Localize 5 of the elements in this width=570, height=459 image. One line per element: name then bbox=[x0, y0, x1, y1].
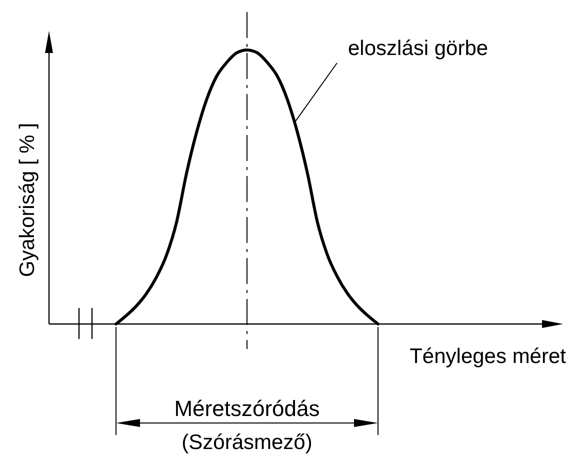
y-axis-title: Gyakoriság [ % ] bbox=[16, 122, 39, 278]
text: Méretszóródás bbox=[174, 396, 320, 421]
annotation: eloszlási görbe bbox=[348, 37, 488, 60]
text: (Szórásmező) bbox=[182, 431, 312, 454]
x-axis-title: Tényleges méret bbox=[410, 345, 566, 368]
